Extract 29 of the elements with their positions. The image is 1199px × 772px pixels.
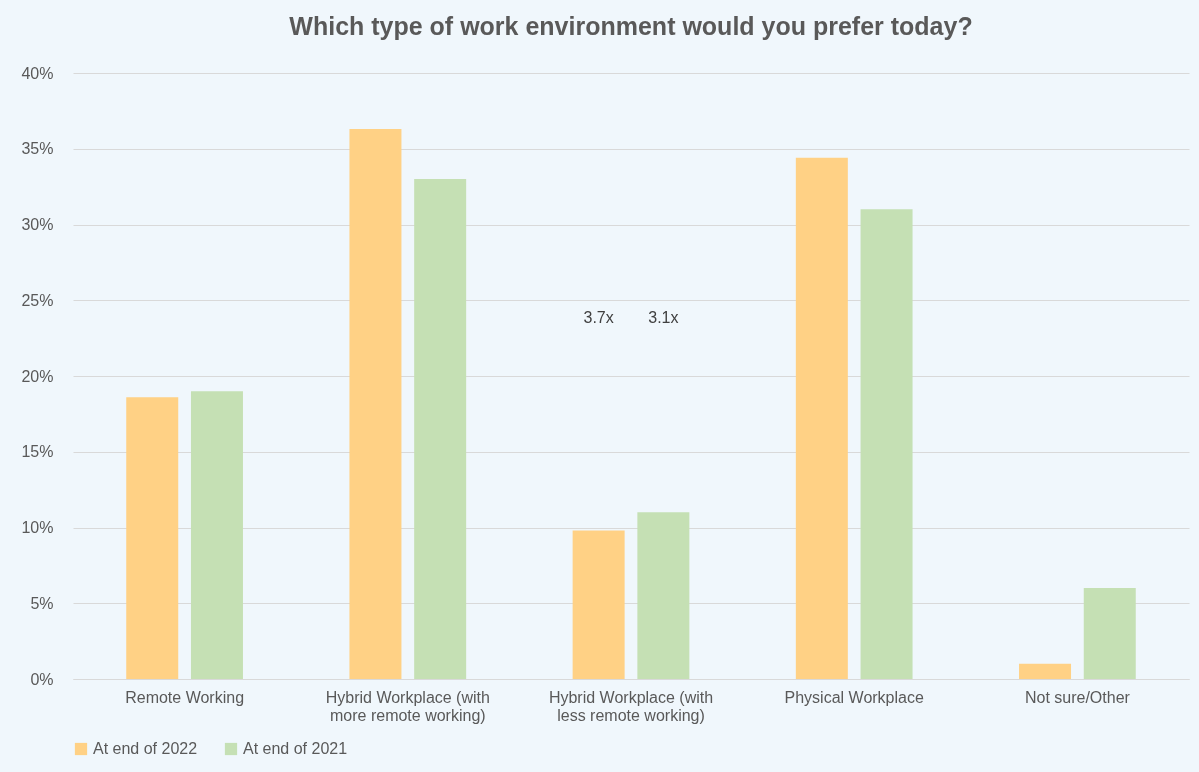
bar bbox=[1083, 588, 1136, 679]
bar bbox=[860, 209, 913, 679]
y-tick-label: 5% bbox=[30, 594, 54, 612]
bar bbox=[349, 129, 402, 679]
bar bbox=[414, 179, 467, 679]
bar bbox=[637, 512, 690, 679]
x-tick-label: Not sure/Other bbox=[1024, 688, 1131, 706]
legend-label: At end of 2022 bbox=[93, 740, 198, 757]
y-tick-label: 10% bbox=[21, 519, 54, 536]
legend-label: At end of 2021 bbox=[243, 740, 348, 757]
bar bbox=[190, 391, 243, 679]
annotation: 3.7x bbox=[583, 309, 614, 326]
y-tick-label: 25% bbox=[21, 291, 54, 309]
bar bbox=[126, 397, 179, 679]
bar bbox=[795, 157, 848, 679]
y-tick-label: 30% bbox=[21, 216, 54, 233]
y-tick-label: 40% bbox=[21, 64, 54, 82]
bar bbox=[1019, 663, 1072, 679]
chart-title: Which type of work environment would you prefer today? bbox=[289, 12, 973, 40]
x-tick-label: Physical Workplace bbox=[784, 688, 924, 706]
x-tick-label: Hybrid Workplace (with less remote working) bbox=[548, 688, 714, 724]
y-tick-label: 15% bbox=[21, 443, 54, 461]
x-tick-label: Remote Working bbox=[125, 688, 245, 706]
y-tick-label: 35% bbox=[21, 140, 54, 158]
annotation: 3.1x bbox=[648, 309, 679, 326]
bar bbox=[572, 530, 625, 679]
y-tick-label: 0% bbox=[30, 670, 54, 688]
x-tick-label: Hybrid Workplace (with more remote working) bbox=[325, 688, 490, 724]
y-tick-label: 20% bbox=[21, 367, 54, 385]
